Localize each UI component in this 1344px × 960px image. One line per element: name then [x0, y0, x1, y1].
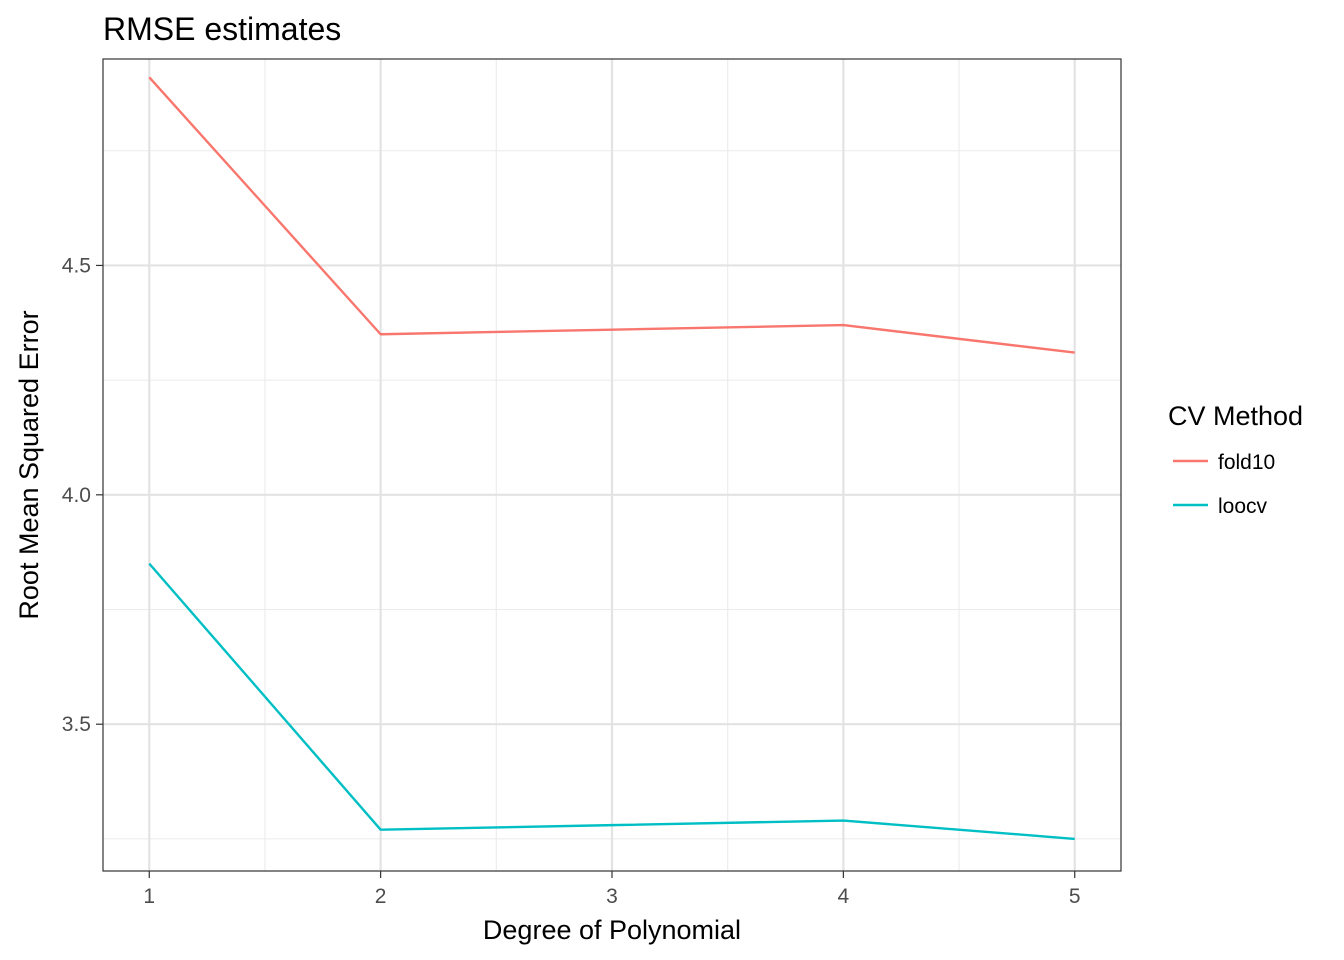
legend-label-loocv: loocv [1218, 495, 1268, 518]
x-tick-label: 3 [606, 885, 618, 908]
y-tick-label: 3.5 [62, 713, 91, 736]
x-tick-label: 5 [1069, 885, 1081, 908]
legend-title: CV Method [1168, 401, 1303, 431]
x-axis: 1 2 3 4 5 [143, 871, 1081, 908]
y-tick-label: 4.0 [62, 484, 91, 507]
legend-label-fold10: fold10 [1218, 451, 1275, 474]
x-tick-label: 4 [838, 885, 850, 908]
y-axis-title: Root Mean Squared Error [14, 310, 44, 619]
legend: CV Method fold10 loocv [1168, 401, 1303, 518]
y-tick-label: 4.5 [62, 254, 91, 277]
y-axis: 3.5 4.0 4.5 [62, 254, 103, 736]
series-lines [148, 76, 1075, 841]
series-line-fold10 [148, 76, 1075, 354]
series-line-loocv [148, 562, 1075, 841]
x-tick-label: 2 [375, 885, 387, 908]
grid [103, 59, 1121, 871]
chart-title: RMSE estimates [103, 11, 341, 47]
x-tick-label: 1 [143, 885, 155, 908]
x-axis-title: Degree of Polynomial [483, 915, 741, 945]
